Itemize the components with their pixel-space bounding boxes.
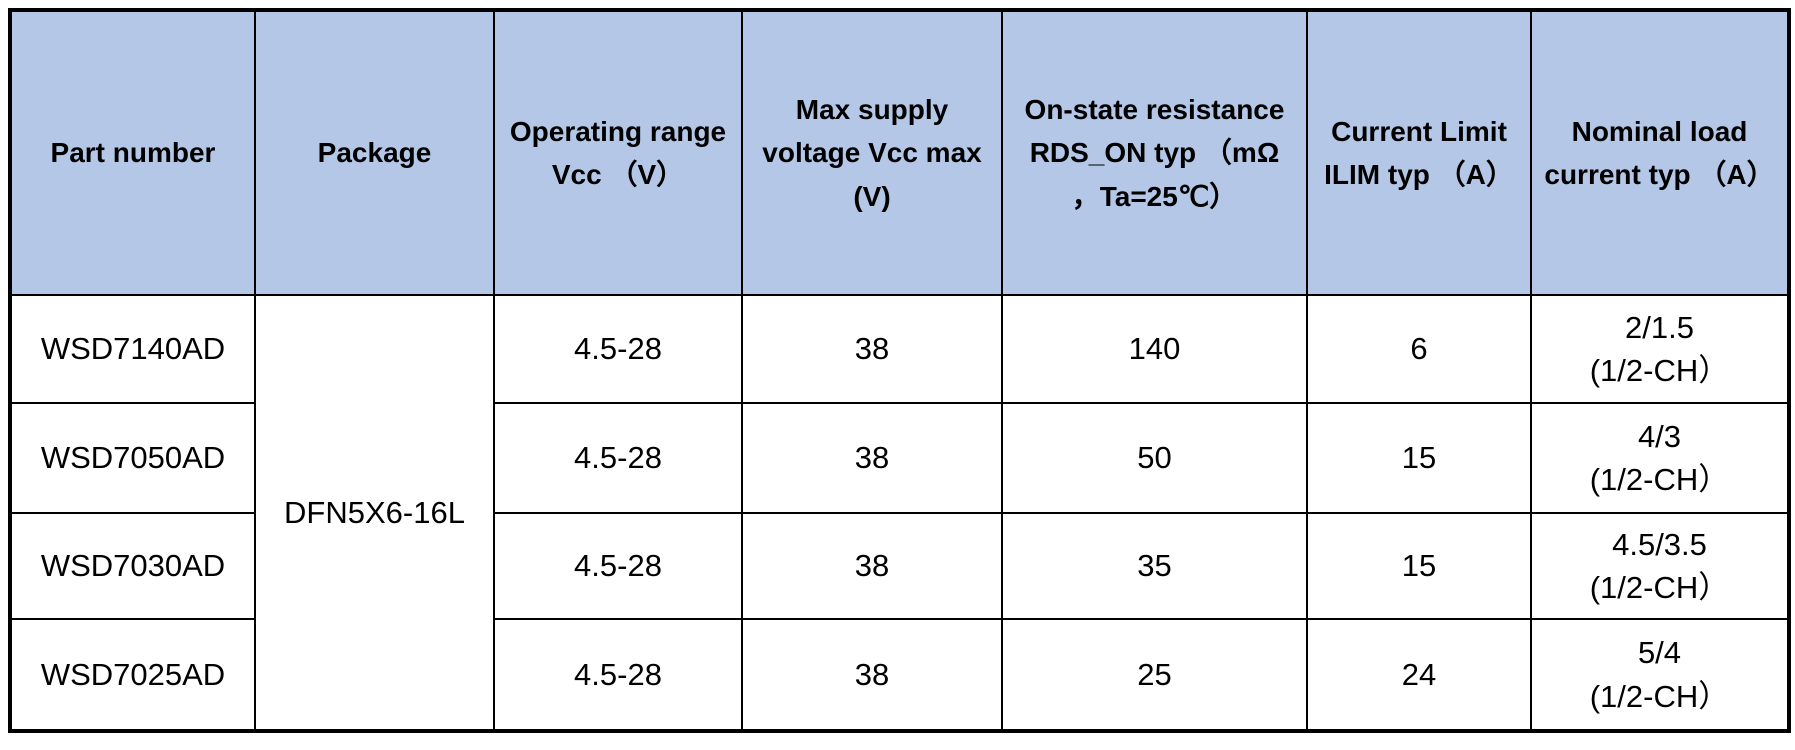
cell-vcc-max: 38 — [741, 402, 1003, 514]
header-row: Part number Package Operating range Vcc … — [9, 9, 1790, 296]
cell-ilim: 15 — [1306, 512, 1532, 620]
cell-rds-on: 140 — [1001, 294, 1308, 404]
cell-ilim: 24 — [1306, 618, 1532, 732]
cell-package-merged: DFN5X6-16L — [254, 294, 495, 732]
cell-nominal-load: 5/4 (1/2-CH） — [1530, 618, 1790, 732]
col-header-max-supply-voltage: Max supply voltage Vcc max (V) — [741, 9, 1003, 296]
cell-nominal-load: 4.5/3.5 (1/2-CH） — [1530, 512, 1790, 620]
cell-rds-on: 35 — [1001, 512, 1308, 620]
cell-rds-on: 25 — [1001, 618, 1308, 732]
table-row-wsd7050ad: WSD7050AD 4.5-28 38 50 15 4/3 (1/2-CH） — [9, 402, 1790, 514]
col-header-package: Package — [254, 9, 495, 296]
cell-part-number: WSD7030AD — [9, 512, 256, 620]
cell-ilim: 15 — [1306, 402, 1532, 514]
col-header-on-state-resistance: On-state resistance RDS_ON typ （mΩ ，Ta=2… — [1001, 9, 1308, 296]
cell-operating-range: 4.5-28 — [493, 294, 743, 404]
cell-vcc-max: 38 — [741, 618, 1003, 732]
cell-operating-range: 4.5-28 — [493, 402, 743, 514]
cell-ilim: 6 — [1306, 294, 1532, 404]
col-header-current-limit: Current Limit ILIM typ （A） — [1306, 9, 1532, 296]
cell-vcc-max: 38 — [741, 512, 1003, 620]
table-row-wsd7030ad: WSD7030AD 4.5-28 38 35 15 4.5/3.5 (1/2-C… — [9, 512, 1790, 620]
cell-vcc-max: 38 — [741, 294, 1003, 404]
col-header-part-number: Part number — [9, 9, 256, 296]
table-row-wsd7025ad: WSD7025AD 4.5-28 38 25 24 5/4 (1/2-CH） — [9, 618, 1790, 732]
table-row-wsd7140ad: WSD7140AD DFN5X6-16L 4.5-28 38 140 6 2/1… — [9, 294, 1790, 732]
cell-part-number: WSD7025AD — [9, 618, 256, 732]
col-header-operating-range: Operating range Vcc （V） — [493, 9, 743, 296]
cell-operating-range: 4.5-28 — [493, 618, 743, 732]
cell-rds-on: 50 — [1001, 402, 1308, 514]
cell-part-number: WSD7050AD — [9, 402, 256, 514]
col-header-nominal-load-current: Nominal load current typ （A） — [1530, 9, 1790, 296]
cell-nominal-load: 4/3 (1/2-CH） — [1530, 402, 1790, 514]
cell-nominal-load: 2/1.5 (1/2-CH） — [1530, 294, 1790, 404]
cell-operating-range: 4.5-28 — [493, 512, 743, 620]
product-selection-table: Part number Package Operating range Vcc … — [8, 8, 1791, 733]
cell-part-number: WSD7140AD — [9, 294, 256, 404]
